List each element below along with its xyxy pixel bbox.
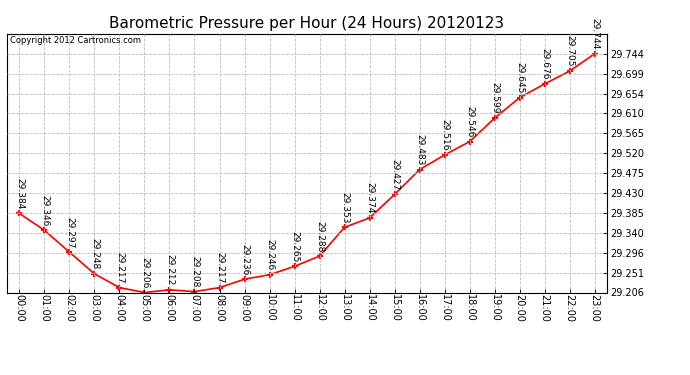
Text: 29.297: 29.297 xyxy=(65,217,74,248)
Text: 29.265: 29.265 xyxy=(290,231,299,262)
Text: 29.384: 29.384 xyxy=(15,178,24,209)
Text: 29.212: 29.212 xyxy=(165,254,174,286)
Text: 29.353: 29.353 xyxy=(340,192,349,223)
Text: 29.483: 29.483 xyxy=(415,134,424,165)
Text: 29.427: 29.427 xyxy=(390,159,399,190)
Text: 29.217: 29.217 xyxy=(115,252,124,284)
Text: 29.346: 29.346 xyxy=(40,195,49,226)
Text: 29.217: 29.217 xyxy=(215,252,224,284)
Text: 29.288: 29.288 xyxy=(315,220,324,252)
Text: 29.744: 29.744 xyxy=(590,18,599,50)
Text: 29.206: 29.206 xyxy=(140,257,149,288)
Text: 29.676: 29.676 xyxy=(540,48,549,80)
Text: 29.236: 29.236 xyxy=(240,244,249,275)
Text: 29.516: 29.516 xyxy=(440,119,449,151)
Text: Copyright 2012 Cartronics.com: Copyright 2012 Cartronics.com xyxy=(10,36,141,45)
Text: 29.599: 29.599 xyxy=(490,82,499,114)
Text: 29.246: 29.246 xyxy=(265,239,274,271)
Text: 29.645: 29.645 xyxy=(515,62,524,93)
Text: 29.248: 29.248 xyxy=(90,238,99,270)
Title: Barometric Pressure per Hour (24 Hours) 20120123: Barometric Pressure per Hour (24 Hours) … xyxy=(110,16,504,31)
Text: 29.546: 29.546 xyxy=(465,106,474,137)
Text: 29.705: 29.705 xyxy=(565,35,574,67)
Text: 29.208: 29.208 xyxy=(190,256,199,288)
Text: 29.374: 29.374 xyxy=(365,182,374,214)
